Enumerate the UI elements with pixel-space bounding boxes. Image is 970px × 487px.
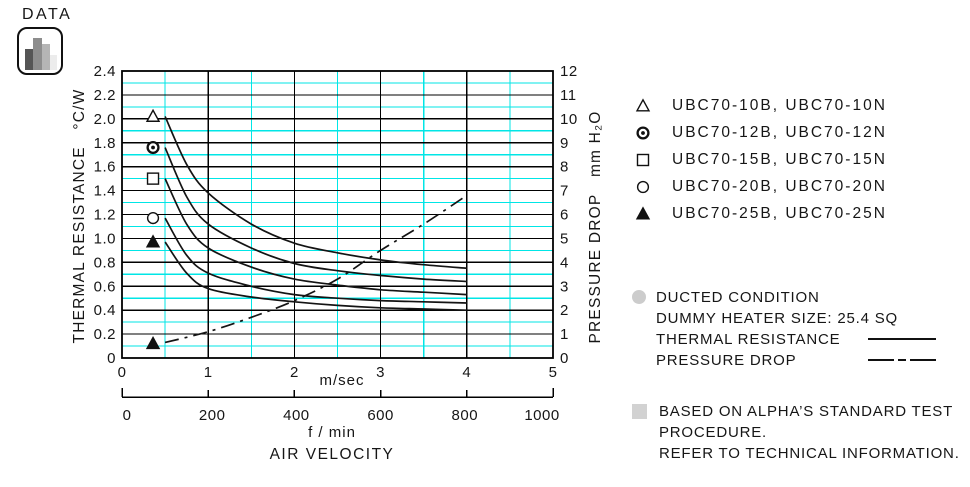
note-line: BASED ON ALPHA’S STANDARD TEST (659, 403, 954, 420)
bar-chart-icon-bar (25, 49, 33, 70)
note-line-pressure: PRESSURE DROP (656, 350, 966, 371)
svg-text:0.6: 0.6 (94, 278, 116, 295)
solid-line-sample-icon (868, 338, 936, 340)
y-left-tick-labels: 0 0.2 0.4 0.6 0.8 1.0 1.2 1.4 1.6 1.8 2.0 2.2 2.4 (94, 63, 116, 367)
note-lines: DUCTED CONDITION DUMMY HEATER SIZE: 25.4… (656, 287, 966, 371)
svg-text:1.4: 1.4 (94, 183, 116, 200)
note-line: PROCEDURE. (659, 424, 768, 441)
legend-label: UBC70-25B, UBC70-25N (672, 204, 887, 222)
legend-label: UBC70-10B, UBC70-10N (672, 96, 887, 114)
thermal-resistance-label: THERMAL RESISTANCE (656, 331, 841, 348)
curve (164, 194, 468, 344)
svg-text:3: 3 (560, 278, 569, 295)
bar-chart-icon-bar (33, 38, 42, 70)
bar-chart-icon-bar (42, 44, 50, 70)
svg-text:m/sec: m/sec (319, 372, 364, 389)
plot-border (121, 70, 554, 359)
svg-text:600: 600 (367, 407, 394, 424)
svg-text:2.2: 2.2 (94, 87, 116, 104)
svg-text:2: 2 (290, 364, 299, 381)
svg-text:3: 3 (376, 364, 385, 381)
data-badge-label: DATA (22, 6, 73, 23)
x-secondary-axis: 0 200 400 600 800 1000 f / min AIR VELOCITY (121, 388, 559, 463)
svg-text:2.4: 2.4 (94, 63, 116, 80)
svg-text:0: 0 (123, 407, 132, 424)
svg-text:0: 0 (107, 350, 116, 367)
curve (164, 147, 467, 283)
circle-dot-icon (636, 125, 650, 140)
svg-text:4: 4 (462, 364, 471, 381)
x-primary-tick-labels: 0 1 2 3 4 5 m/sec (118, 364, 558, 389)
svg-text:2: 2 (560, 302, 569, 319)
note-test-procedure: BASED ON ALPHA’S STANDARD TEST PROCEDURE… (632, 401, 970, 464)
svg-text:0: 0 (118, 364, 127, 381)
pressure-drop-label: PRESSURE DROP (656, 352, 797, 369)
svg-text:0: 0 (560, 350, 569, 367)
data-badge: DATA (17, 6, 72, 75)
legend-item: UBC70-20B, UBC70-20N (634, 173, 887, 200)
chart-legend: UBC70-10B, UBC70-10N UBC70-12B, UBC70-12… (634, 92, 887, 227)
svg-text:4: 4 (560, 254, 569, 271)
legend-label: UBC70-20B, UBC70-20N (672, 177, 887, 195)
svg-text:1.6: 1.6 (94, 159, 116, 176)
svg-text:200: 200 (199, 407, 226, 424)
svg-text:f / min: f / min (308, 424, 356, 441)
series-markers (145, 108, 161, 350)
y-right-axis-title: PRESSURE DROP mm H₂O (587, 110, 604, 343)
open-triangle-icon (635, 97, 651, 111)
note-line: DUMMY HEATER SIZE: 25.4 SQ (656, 310, 898, 327)
svg-text:400: 400 (283, 407, 310, 424)
bar-chart-icon-bar (50, 55, 57, 70)
curve (164, 116, 467, 270)
svg-text:11: 11 (560, 87, 577, 104)
svg-text:1: 1 (560, 326, 569, 343)
svg-text:1.0: 1.0 (94, 230, 116, 247)
note-line: DUCTED CONDITION (656, 289, 820, 306)
svg-text:2.0: 2.0 (94, 111, 116, 128)
svg-text:0.8: 0.8 (94, 254, 116, 271)
svg-text:1000: 1000 (524, 407, 559, 424)
note-line-thermal: THERMAL RESISTANCE (656, 329, 966, 350)
chart-canvas: 00.20.40.60.81.01.21.41.61.82.02.22.4012… (71, 63, 604, 463)
series-curves (164, 116, 468, 344)
svg-text:1.2: 1.2 (94, 207, 116, 224)
svg-text:5: 5 (560, 230, 569, 247)
note-ducted-condition: DUCTED CONDITION DUMMY HEATER SIZE: 25.4… (632, 287, 966, 371)
svg-text:7: 7 (560, 183, 569, 200)
svg-text:8: 8 (560, 159, 569, 176)
svg-text:6: 6 (560, 207, 569, 224)
svg-text:9: 9 (560, 135, 569, 152)
y-left-axis-title: THERMAL RESISTANCE °C/W (71, 89, 88, 344)
svg-text:0.2: 0.2 (94, 326, 116, 343)
svg-text:5: 5 (549, 364, 558, 381)
filled-triangle-icon (635, 205, 651, 219)
svg-text:12: 12 (560, 63, 578, 80)
open-circle-icon (636, 180, 650, 193)
svg-text:0.4: 0.4 (94, 302, 116, 319)
curve (164, 178, 467, 296)
legend-label: UBC70-15B, UBC70-15N (672, 150, 887, 168)
circle-bullet-icon (632, 290, 646, 304)
note-line: REFER TO TECHNICAL INFORMATION. (659, 445, 960, 462)
square-bullet-icon (632, 404, 647, 419)
svg-text:800: 800 (452, 407, 479, 424)
dash-dot-line-sample-icon (868, 359, 936, 361)
curve (164, 217, 467, 304)
note-lines: BASED ON ALPHA’S STANDARD TEST PROCEDURE… (659, 401, 970, 464)
legend-label: UBC70-12B, UBC70-12N (672, 123, 887, 141)
axis-titles: THERMAL RESISTANCE °C/W PRESSURE DROP mm … (71, 89, 604, 344)
legend-item: UBC70-25B, UBC70-25N (634, 200, 887, 227)
svg-text:10: 10 (560, 111, 578, 128)
curve (164, 241, 467, 312)
svg-text:1.8: 1.8 (94, 135, 116, 152)
legend-item: UBC70-15B, UBC70-15N (634, 146, 887, 173)
legend-item: UBC70-12B, UBC70-12N (634, 119, 887, 146)
bar-chart-icon (17, 27, 63, 75)
x-axis-title: AIR VELOCITY (270, 446, 395, 463)
svg-text:1: 1 (204, 364, 213, 381)
legend-item: UBC70-10B, UBC70-10N (634, 92, 887, 119)
open-square-icon (636, 153, 650, 166)
